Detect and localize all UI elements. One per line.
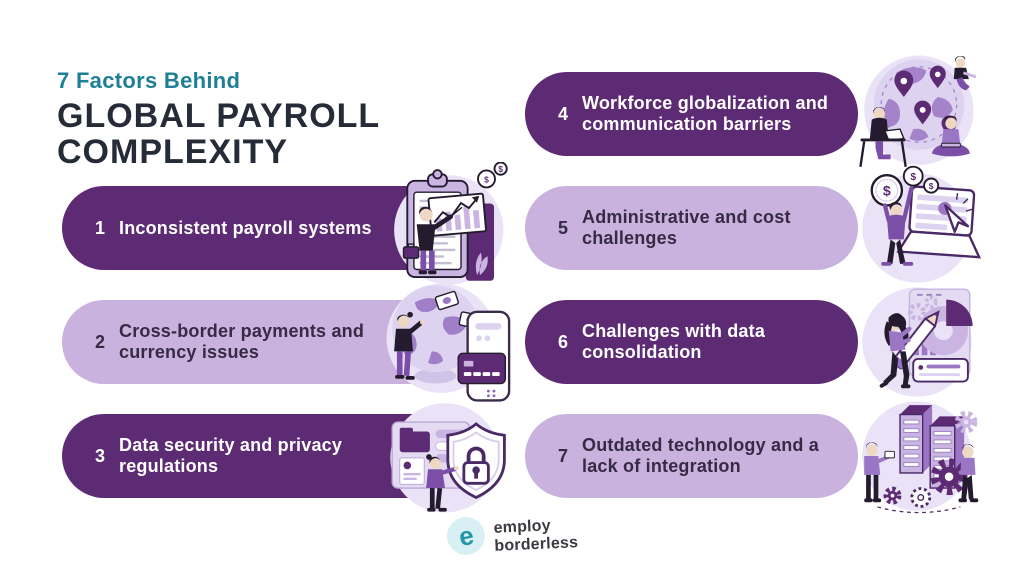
page-title-line2: COMPLEXITY [57,133,289,172]
factor-text: Inconsistent payroll systems [119,217,372,238]
dollar-coin-symbol: $ [484,174,489,184]
factor-pill-2: 2 Cross-border payments and currency iss… [62,300,458,384]
brand-logo: e employ borderless [447,516,579,555]
factor-pill-1: 1 Inconsistent payroll systems [62,186,458,270]
factor-number: 5 [557,217,568,238]
dollar-coin-symbol: $ [929,181,934,191]
title-eyebrow: 7 Factors Behind [57,68,241,93]
factor-text: Administrative and cost challenges [582,207,791,248]
factor-number: 2 [94,331,105,352]
factor-number: 4 [557,103,568,124]
brand-monogram: e [455,519,477,553]
factor-pill-5: 5 Administrative and cost challenges [525,186,858,270]
factor-number: 1 [94,217,105,238]
page-title: GLOBAL PAYROLL COMPLEXITY [57,98,380,170]
factor-text: Cross-border payments and currency issue… [119,321,365,362]
factor-pill-7: 7 Outdated technology and a lack of inte… [525,414,858,498]
factor-number: 3 [94,445,105,466]
dollar-coin-symbol: $ [498,164,503,174]
factor-number: 6 [557,331,568,352]
clipboard-chart-illustration: $ $ [379,162,511,294]
brand-logo-text: employ borderless [493,516,578,555]
factor-pill-6: 6 Challenges with data consolidation [525,300,858,384]
factor-text: Workforce globalization and communicatio… [582,93,829,134]
factor-number: 7 [557,445,568,466]
globe-location-pins-illustration [851,48,983,180]
globe-currency-phone-illustration [379,276,511,408]
brand-logo-mark: e [447,517,485,555]
brand-name-line2: borderless [494,534,579,555]
factor-text: Data security and privacy regulations [119,435,343,476]
dollar-coin-symbol: $ [910,172,916,183]
page-title-line1: GLOBAL PAYROLL [57,97,381,135]
title-block: 7 Factors Behind GLOBAL PAYROLL COMPLEXIT… [57,68,380,170]
shield-lock-illustration [379,390,511,522]
servers-gears-illustration [851,390,983,522]
factor-pill-4: 4 Workforce globalization and communicat… [525,72,858,156]
factor-text: Outdated technology and a lack of integr… [582,435,820,476]
coins-laptop-cursor-illustration: $ $ $ [851,162,983,294]
pencil-pie-chart-illustration [851,276,983,408]
dollar-coin-symbol: $ [883,182,891,198]
factor-text: Challenges with data consolidation [582,321,766,362]
